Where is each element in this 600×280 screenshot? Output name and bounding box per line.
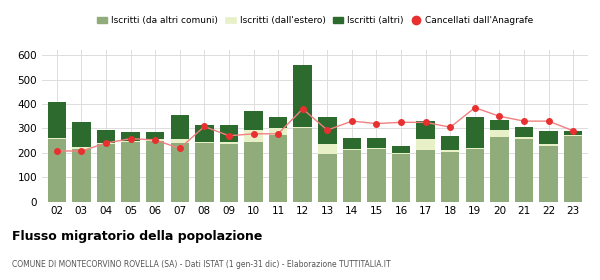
Bar bbox=[170, 143, 189, 202]
Text: COMUNE DI MONTECORVINO ROVELLA (SA) - Dati ISTAT (1 gen-31 dic) - Elaborazione T: COMUNE DI MONTECORVINO ROVELLA (SA) - Da… bbox=[12, 260, 391, 269]
Bar bbox=[293, 127, 312, 129]
Bar bbox=[47, 139, 66, 202]
Bar bbox=[416, 150, 435, 202]
Bar bbox=[47, 102, 66, 138]
Bar bbox=[318, 144, 337, 154]
Bar bbox=[293, 65, 312, 127]
Bar bbox=[121, 132, 140, 141]
Bar bbox=[146, 141, 164, 202]
Bar bbox=[220, 144, 238, 202]
Bar bbox=[441, 151, 460, 202]
Bar bbox=[170, 115, 189, 139]
Bar bbox=[539, 144, 558, 146]
Bar bbox=[515, 139, 533, 202]
Bar bbox=[466, 118, 484, 148]
Bar bbox=[195, 142, 214, 143]
Bar bbox=[220, 125, 238, 142]
Bar bbox=[490, 120, 509, 130]
Bar bbox=[269, 129, 287, 134]
Bar bbox=[170, 139, 189, 143]
Bar bbox=[367, 138, 386, 148]
Legend: Iscritti (da altri comuni), Iscritti (dall'estero), Iscritti (altri), Cancellati: Iscritti (da altri comuni), Iscritti (da… bbox=[93, 13, 537, 29]
Bar bbox=[416, 139, 435, 150]
Bar bbox=[121, 141, 140, 142]
Bar bbox=[515, 137, 533, 139]
Bar bbox=[220, 142, 238, 144]
Bar bbox=[47, 138, 66, 139]
Bar bbox=[441, 150, 460, 151]
Bar bbox=[244, 142, 263, 202]
Bar bbox=[72, 149, 91, 202]
Bar bbox=[318, 118, 337, 144]
Bar bbox=[97, 143, 115, 144]
Bar bbox=[367, 149, 386, 202]
Bar bbox=[490, 137, 509, 202]
Bar bbox=[392, 154, 410, 202]
Bar bbox=[564, 136, 583, 202]
Bar bbox=[72, 122, 91, 147]
Bar bbox=[97, 144, 115, 202]
Bar bbox=[318, 154, 337, 202]
Bar bbox=[244, 111, 263, 130]
Bar bbox=[564, 131, 583, 134]
Bar bbox=[244, 130, 263, 142]
Bar bbox=[146, 132, 164, 139]
Bar bbox=[416, 121, 435, 139]
Bar bbox=[392, 153, 410, 154]
Bar bbox=[490, 130, 509, 137]
Text: Flusso migratorio della popolazione: Flusso migratorio della popolazione bbox=[12, 230, 262, 242]
Bar bbox=[72, 147, 91, 149]
Bar bbox=[539, 146, 558, 202]
Bar bbox=[195, 125, 214, 142]
Bar bbox=[146, 139, 164, 141]
Bar bbox=[392, 146, 410, 153]
Bar bbox=[515, 127, 533, 137]
Bar bbox=[343, 138, 361, 149]
Bar bbox=[441, 136, 460, 150]
Bar bbox=[343, 150, 361, 202]
Bar bbox=[564, 134, 583, 136]
Bar bbox=[293, 129, 312, 202]
Bar bbox=[466, 148, 484, 149]
Bar bbox=[269, 134, 287, 202]
Bar bbox=[121, 142, 140, 202]
Bar bbox=[539, 131, 558, 144]
Bar bbox=[466, 149, 484, 202]
Bar bbox=[367, 148, 386, 149]
Bar bbox=[97, 130, 115, 143]
Bar bbox=[195, 143, 214, 202]
Bar bbox=[343, 149, 361, 150]
Bar bbox=[269, 118, 287, 129]
